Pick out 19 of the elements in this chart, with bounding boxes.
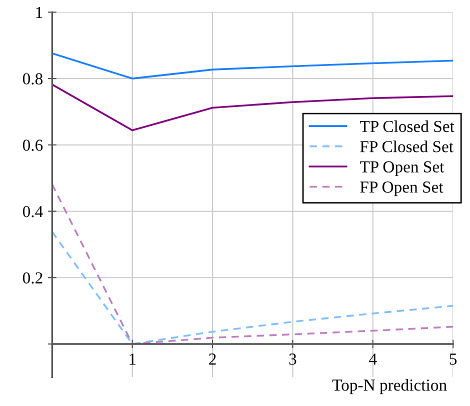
y-tick-label: 0.6 [22,140,43,151]
y-tick-label: 1 [36,6,42,18]
y-tick-label: 0.4 [22,206,43,218]
x-tick-label: 1 [130,354,136,365]
x-tick-label: 4 [369,354,377,365]
x-tick-label: 5 [450,354,457,365]
line-series [52,230,454,345]
x-axis-title: Top-N prediction [332,379,447,394]
line-series [52,84,454,132]
y-tick-label: 0.2 [22,272,42,284]
legend-label: TP Closed Set [360,120,454,132]
legend-label: TP Open Set [360,161,444,176]
legend-label: FP Closed Set [360,140,454,152]
legend-label: FP Open Set [360,182,444,196]
x-tick-label: 3 [289,354,296,365]
y-tick-label: 0.8 [22,73,43,85]
line-series [52,183,454,345]
x-tick-label: 2 [209,354,216,365]
line-series [52,52,454,80]
